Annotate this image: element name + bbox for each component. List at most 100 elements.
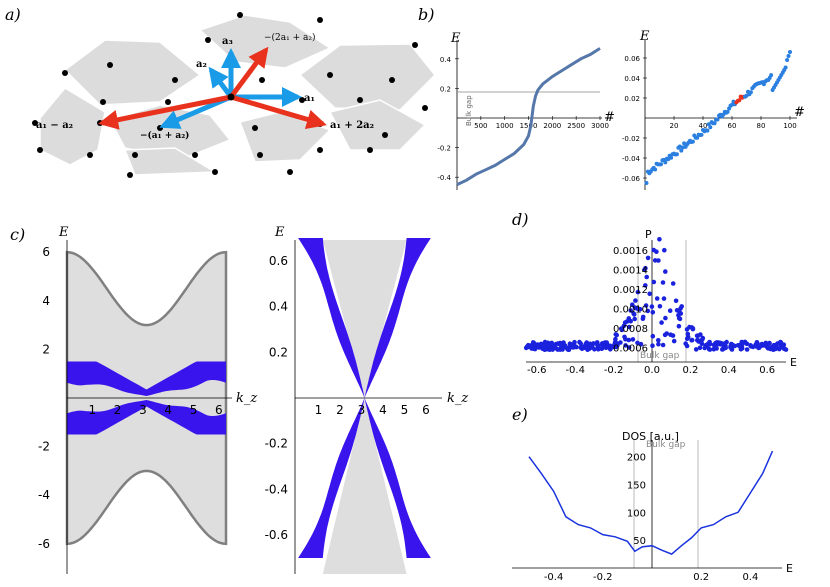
d-point <box>748 343 754 349</box>
d-point <box>539 342 544 348</box>
e-xtick-label: 0.4 <box>742 572 758 583</box>
d-point <box>743 341 749 346</box>
c-left-xtick-label: 4 <box>164 403 172 417</box>
b-left-xtick-label: 2500 <box>567 122 585 130</box>
e-ytick-label: 200 <box>627 453 646 464</box>
d-xtick-label: -0.2 <box>604 365 624 376</box>
d-point <box>663 315 668 321</box>
d-point <box>767 340 772 346</box>
b-right-ytick-label: -0.06 <box>622 175 641 183</box>
b-right-ytick-label: 0.02 <box>624 95 640 103</box>
d-ytick-label: 0.0006 <box>613 343 648 354</box>
c-left-ylabel: E <box>58 225 69 240</box>
lattice-panel: a₃ −(2a₁ + a₂) a₂ a₁ a₁ − a₂ −(a₁ + a₂) … <box>32 12 437 178</box>
d-point <box>664 331 669 336</box>
lattice-point <box>252 125 258 131</box>
b-right-point <box>669 155 674 160</box>
b-right-point <box>674 152 679 157</box>
d-point <box>771 342 777 348</box>
b-left-xtick-label: 3000 <box>591 122 609 130</box>
lattice-point <box>317 147 323 153</box>
d-point <box>764 344 770 349</box>
d-point <box>650 343 655 349</box>
d-point <box>678 306 683 311</box>
d-point <box>647 291 652 297</box>
c-right-ylabel: E <box>274 225 285 240</box>
d-point <box>700 335 706 341</box>
lattice-point <box>287 169 293 175</box>
d-point <box>635 289 641 295</box>
label-minus-2a1-a2: −(2a₁ + a₂) <box>264 32 316 43</box>
c-left-upper-band <box>67 361 226 396</box>
d-ytick-label: 0.0010 <box>613 304 648 315</box>
label-a3: a₃ <box>222 36 233 47</box>
d-point <box>704 344 710 349</box>
d-xtick-label: 0.4 <box>721 365 737 376</box>
b-right-point <box>699 132 704 137</box>
d-point <box>697 345 703 351</box>
d-point <box>592 347 597 352</box>
lattice-point <box>132 152 138 158</box>
label-a1-minus-a2: a₁ − a₂ <box>36 120 73 131</box>
vector-a2-arrow <box>208 66 234 99</box>
d-point <box>621 323 627 329</box>
b-left-xtick-label: 1000 <box>496 122 514 130</box>
d-point <box>667 308 673 314</box>
b-left-gap-annotation: Bulk gap <box>465 95 473 126</box>
d-xlabel: E <box>790 356 797 369</box>
d-point <box>661 296 667 301</box>
d-ylabel: P <box>645 228 652 241</box>
lattice-point <box>37 147 43 153</box>
d-point <box>652 258 658 263</box>
d-point <box>626 316 632 321</box>
d-point <box>599 341 604 347</box>
d-xtick-label: 0.2 <box>682 365 698 376</box>
label-minus-a1-a2: −(a₁ + a₂) <box>140 130 189 141</box>
b-left-ytick-label: 0.2 <box>440 85 451 93</box>
b-right-point <box>663 160 668 165</box>
d-point <box>654 296 660 301</box>
d-point <box>723 345 728 351</box>
c-right-ytick-label: -0.4 <box>265 482 288 496</box>
b-right-point <box>725 109 730 114</box>
lattice-points <box>32 12 428 178</box>
d-point <box>694 333 700 339</box>
d-point <box>689 338 694 343</box>
label-a2: a₂ <box>196 59 207 70</box>
c-left-ytick-label: 6 <box>42 245 50 259</box>
d-point <box>778 340 784 345</box>
vector-minus-2a1-a2-arrow <box>228 46 269 99</box>
d-point <box>638 341 644 347</box>
b-right-point <box>748 90 753 95</box>
chart-c-left: E k_z 1 2 3 4 5 6 6 4 2 -2 -4 -6 <box>38 225 257 574</box>
b-left-ylabel: E <box>450 31 461 46</box>
d-point <box>677 316 683 322</box>
c-right-upper-cone <box>298 238 431 398</box>
b-left-ytick-label: -0.4 <box>437 174 451 182</box>
b-left-series-line <box>456 47 601 186</box>
d-xtick-label: 0.6 <box>759 365 775 376</box>
d-point <box>676 323 682 329</box>
b-right-point <box>708 125 713 130</box>
d-point <box>693 347 699 352</box>
c-right-lower-cone <box>298 398 431 558</box>
d-point <box>613 344 619 350</box>
c-right-xtick-label: 2 <box>336 403 344 417</box>
d-point <box>614 332 619 338</box>
b-right-point <box>712 121 717 126</box>
d-point <box>657 237 662 242</box>
b-left-xtick-label: 1500 <box>520 122 538 130</box>
b-right-point <box>783 65 788 70</box>
d-point <box>671 338 677 344</box>
d-point <box>768 346 773 352</box>
lattice-point <box>212 169 218 175</box>
lattice-point <box>357 97 363 103</box>
b-right-ytick-label: -0.02 <box>622 135 640 143</box>
d-point <box>660 342 666 348</box>
panel-label-e: e) <box>512 405 528 424</box>
d-point <box>656 338 661 343</box>
b-right-xtick-label: 40 <box>699 122 708 130</box>
d-point <box>737 342 742 348</box>
d-point <box>631 312 637 317</box>
chart-e: DOS [a.u.] E Bulk gap -0.4 -0.2 0.2 0.4 200 1… <box>512 430 793 583</box>
